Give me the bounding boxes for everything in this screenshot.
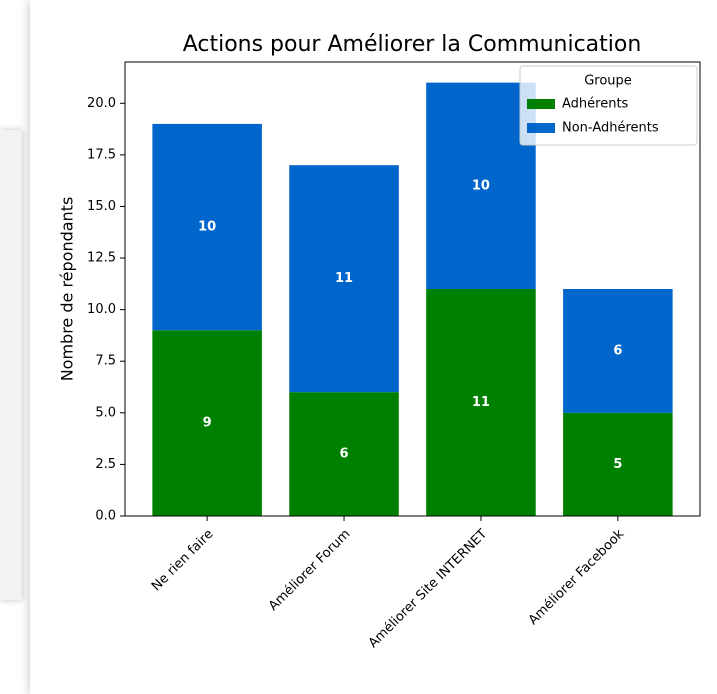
- legend-label: Adhérents: [562, 97, 629, 112]
- y-tick-label: 7.5: [95, 354, 116, 369]
- data-label: 11: [335, 271, 353, 286]
- chart-title: Actions pour Améliorer la Communication: [183, 32, 642, 57]
- data-label: 10: [472, 178, 490, 193]
- x-tick-label: Ne rien faire: [149, 527, 216, 594]
- legend-box: [519, 65, 698, 146]
- legend-swatch: [527, 99, 555, 109]
- legend-label: Non-Adhérents: [562, 121, 659, 136]
- data-label: 6: [340, 447, 349, 462]
- axes-frame: [124, 61, 701, 517]
- data-label: 6: [613, 343, 622, 358]
- bar-segment: [563, 412, 673, 516]
- y-axis-label: Nombre de répondants: [58, 197, 77, 382]
- bar-segment: [152, 330, 262, 516]
- data-label: 5: [613, 457, 622, 472]
- y-tick-label: 0.0: [95, 509, 116, 524]
- y-tick-label: 20.0: [87, 96, 116, 111]
- bar-segment: [563, 289, 673, 413]
- bar-segment: [426, 82, 536, 290]
- y-tick-label: 12.5: [87, 251, 116, 266]
- bar-segment: [289, 392, 399, 516]
- y-tick-label: 15.0: [87, 199, 116, 214]
- data-label: 11: [472, 395, 490, 410]
- data-label: 10: [198, 220, 216, 235]
- bar-segment: [426, 289, 536, 516]
- legend-title: Groupe: [584, 74, 632, 89]
- legend: Groupe Adhérents Non-Adhérents: [519, 65, 698, 146]
- bar-segment: [289, 165, 399, 393]
- legend-swatch: [527, 123, 555, 133]
- side-panel: [0, 130, 22, 600]
- data-label: 9: [203, 416, 212, 431]
- y-tick-label: 17.5: [87, 147, 116, 162]
- x-tick-label: Améliorer Forum: [266, 527, 353, 614]
- bar-segment: [152, 123, 262, 331]
- x-tick-label: Améliorer Site INTERNET: [366, 527, 490, 651]
- y-tick-label: 10.0: [87, 302, 116, 317]
- x-tick-label: Améliorer Facebook: [526, 526, 628, 628]
- y-tick-label: 2.5: [95, 457, 116, 472]
- y-tick-label: 5.0: [95, 405, 116, 420]
